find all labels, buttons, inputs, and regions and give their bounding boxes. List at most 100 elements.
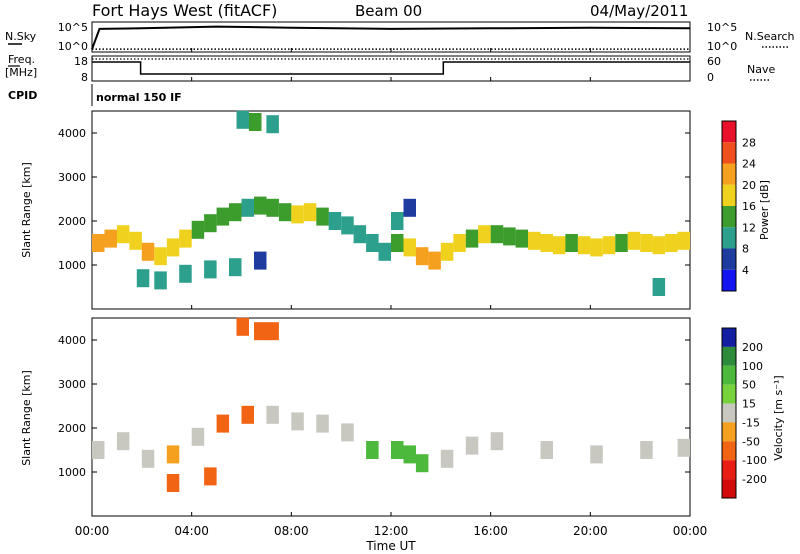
velocity-colorbar-swatch-4 bbox=[722, 403, 736, 423]
noise-right-tick-top: 10^5 bbox=[707, 21, 737, 34]
date-label: 04/May/2011 bbox=[590, 2, 688, 20]
velocity-cell-7 bbox=[266, 405, 279, 424]
power-cell-23 bbox=[378, 242, 391, 261]
power-cell-8 bbox=[191, 220, 205, 239]
power-cell-4 bbox=[141, 242, 155, 261]
power-ytick-0: 4000 bbox=[58, 127, 86, 140]
freq-label-1: Freq. bbox=[8, 53, 35, 66]
velocity-cell-20 bbox=[640, 441, 653, 459]
time-x-ticks: 00:00 04:00 08:00 12:00 16:00 20:00 00:00 bbox=[75, 48, 708, 538]
power-colorbar-swatch-7 bbox=[722, 269, 736, 292]
noise-traces bbox=[91, 25, 691, 50]
x-axis-label: Time UT bbox=[365, 539, 416, 553]
velocity-cell-24 bbox=[236, 317, 249, 336]
xtick-5: 20:00 bbox=[573, 524, 608, 538]
velocity-cell-0 bbox=[92, 441, 105, 459]
power-cell-48 bbox=[136, 269, 150, 288]
power-cell-18 bbox=[316, 207, 329, 226]
velocity-cell-12 bbox=[391, 441, 404, 459]
cpid-label: CPID bbox=[8, 89, 37, 102]
velocity-cell-5 bbox=[216, 414, 230, 433]
power-cell-12 bbox=[241, 198, 254, 217]
velocity-cell-23 bbox=[204, 467, 217, 486]
xtick-1: 04:00 bbox=[174, 524, 209, 538]
velocity-colorbar-swatch-1 bbox=[722, 346, 736, 366]
velocity-cell-1 bbox=[116, 432, 130, 451]
nave-tick-bottom: 0 bbox=[707, 71, 714, 84]
velocity-colorbar-tick-6: -100 bbox=[742, 454, 767, 467]
velocity-cell-16 bbox=[465, 436, 479, 455]
velocity-colorbar-swatch-7 bbox=[722, 460, 736, 480]
power-colorbar-tick-4: 12 bbox=[742, 221, 756, 234]
freq-label-2: [MHz] bbox=[5, 66, 37, 79]
power-cell-5 bbox=[154, 247, 167, 266]
velocity-colorbar-tick-5: -50 bbox=[742, 435, 760, 448]
power-cell-13 bbox=[254, 196, 267, 215]
power-cell-25 bbox=[403, 238, 416, 257]
power-cell-37 bbox=[553, 236, 566, 255]
velocity-colorbar-swatch-3 bbox=[722, 384, 736, 404]
velocity-cell-13 bbox=[403, 445, 416, 464]
power-colorbar-swatch-3 bbox=[722, 184, 736, 207]
velocity-y-ticks: 4000 3000 2000 1000 bbox=[58, 334, 690, 479]
beam-label: Beam 00 bbox=[355, 2, 422, 20]
velocity-cell-9 bbox=[316, 414, 329, 433]
power-cell-38 bbox=[565, 234, 578, 252]
power-cell-24 bbox=[391, 234, 404, 252]
power-colorbar-tick-0: 28 bbox=[742, 136, 756, 149]
power-cell-16 bbox=[291, 205, 304, 224]
power-cell-35 bbox=[528, 231, 541, 250]
power-cell-1 bbox=[104, 229, 117, 248]
power-cell-3 bbox=[129, 231, 142, 250]
power-colorbar-swatch-0 bbox=[722, 121, 736, 143]
power-cell-2 bbox=[116, 225, 130, 244]
power-cell-44 bbox=[640, 234, 653, 252]
power-cell-21 bbox=[353, 225, 367, 244]
velocity-cell-2 bbox=[141, 449, 155, 468]
power-cell-54 bbox=[236, 110, 249, 129]
power-cell-59 bbox=[652, 278, 666, 296]
freq-tick-top: 18 bbox=[74, 55, 88, 68]
cpid-value: normal 150 IF bbox=[96, 91, 182, 104]
power-cell-17 bbox=[303, 203, 317, 222]
power-colorbar-swatch-1 bbox=[722, 142, 736, 164]
power-colorbar-swatch-4 bbox=[722, 206, 736, 228]
nave-tick-top: 60 bbox=[707, 55, 721, 68]
power-cell-49 bbox=[154, 271, 167, 290]
power-colorbar-tick-2: 20 bbox=[742, 179, 756, 192]
power-cell-10 bbox=[216, 207, 230, 226]
power-colorbar-swatch-5 bbox=[722, 227, 736, 249]
power-y-label: Slant Range [km] bbox=[20, 162, 33, 258]
power-cell-31 bbox=[478, 225, 491, 244]
velocity-cell-10 bbox=[341, 423, 354, 442]
xtick-3: 12:00 bbox=[374, 524, 409, 538]
velocity-cell-11 bbox=[366, 441, 379, 459]
power-cell-50 bbox=[179, 264, 192, 283]
nsearch-label: N.Search bbox=[745, 30, 795, 43]
velocity-cell-3 bbox=[166, 445, 180, 464]
velocity-colorbar-tick-2: 50 bbox=[742, 379, 756, 392]
power-cell-33 bbox=[503, 227, 516, 246]
power-cell-41 bbox=[602, 236, 616, 255]
velocity-colorbar-swatch-0 bbox=[722, 328, 736, 347]
power-colorbar-tick-5: 8 bbox=[742, 243, 749, 256]
power-cell-34 bbox=[515, 229, 529, 248]
xtick-6: 00:00 bbox=[673, 524, 708, 538]
noise-left-tick-top: 10^5 bbox=[58, 21, 88, 34]
power-colorbar-tick-3: 16 bbox=[742, 200, 756, 213]
velocity-ytick-1: 3000 bbox=[58, 378, 86, 391]
power-cell-28 bbox=[440, 242, 454, 261]
velocity-colorbar: 200 100 50 15 -15 -50 -100 -200 bbox=[721, 327, 767, 499]
power-cell-29 bbox=[453, 234, 466, 252]
velocity-colorbar-title: Velocity [m s⁻¹] bbox=[772, 375, 785, 460]
xtick-0: 00:00 bbox=[75, 524, 110, 538]
power-y-ticks: 4000 3000 2000 1000 bbox=[58, 127, 690, 272]
power-cell-47 bbox=[677, 231, 690, 250]
velocity-colorbar-frame bbox=[721, 327, 737, 499]
power-cell-15 bbox=[278, 203, 292, 222]
velocity-ytick-2: 2000 bbox=[58, 422, 86, 435]
power-cell-27 bbox=[428, 251, 441, 270]
power-ytick-2: 2000 bbox=[58, 215, 86, 228]
power-cell-43 bbox=[627, 231, 641, 250]
